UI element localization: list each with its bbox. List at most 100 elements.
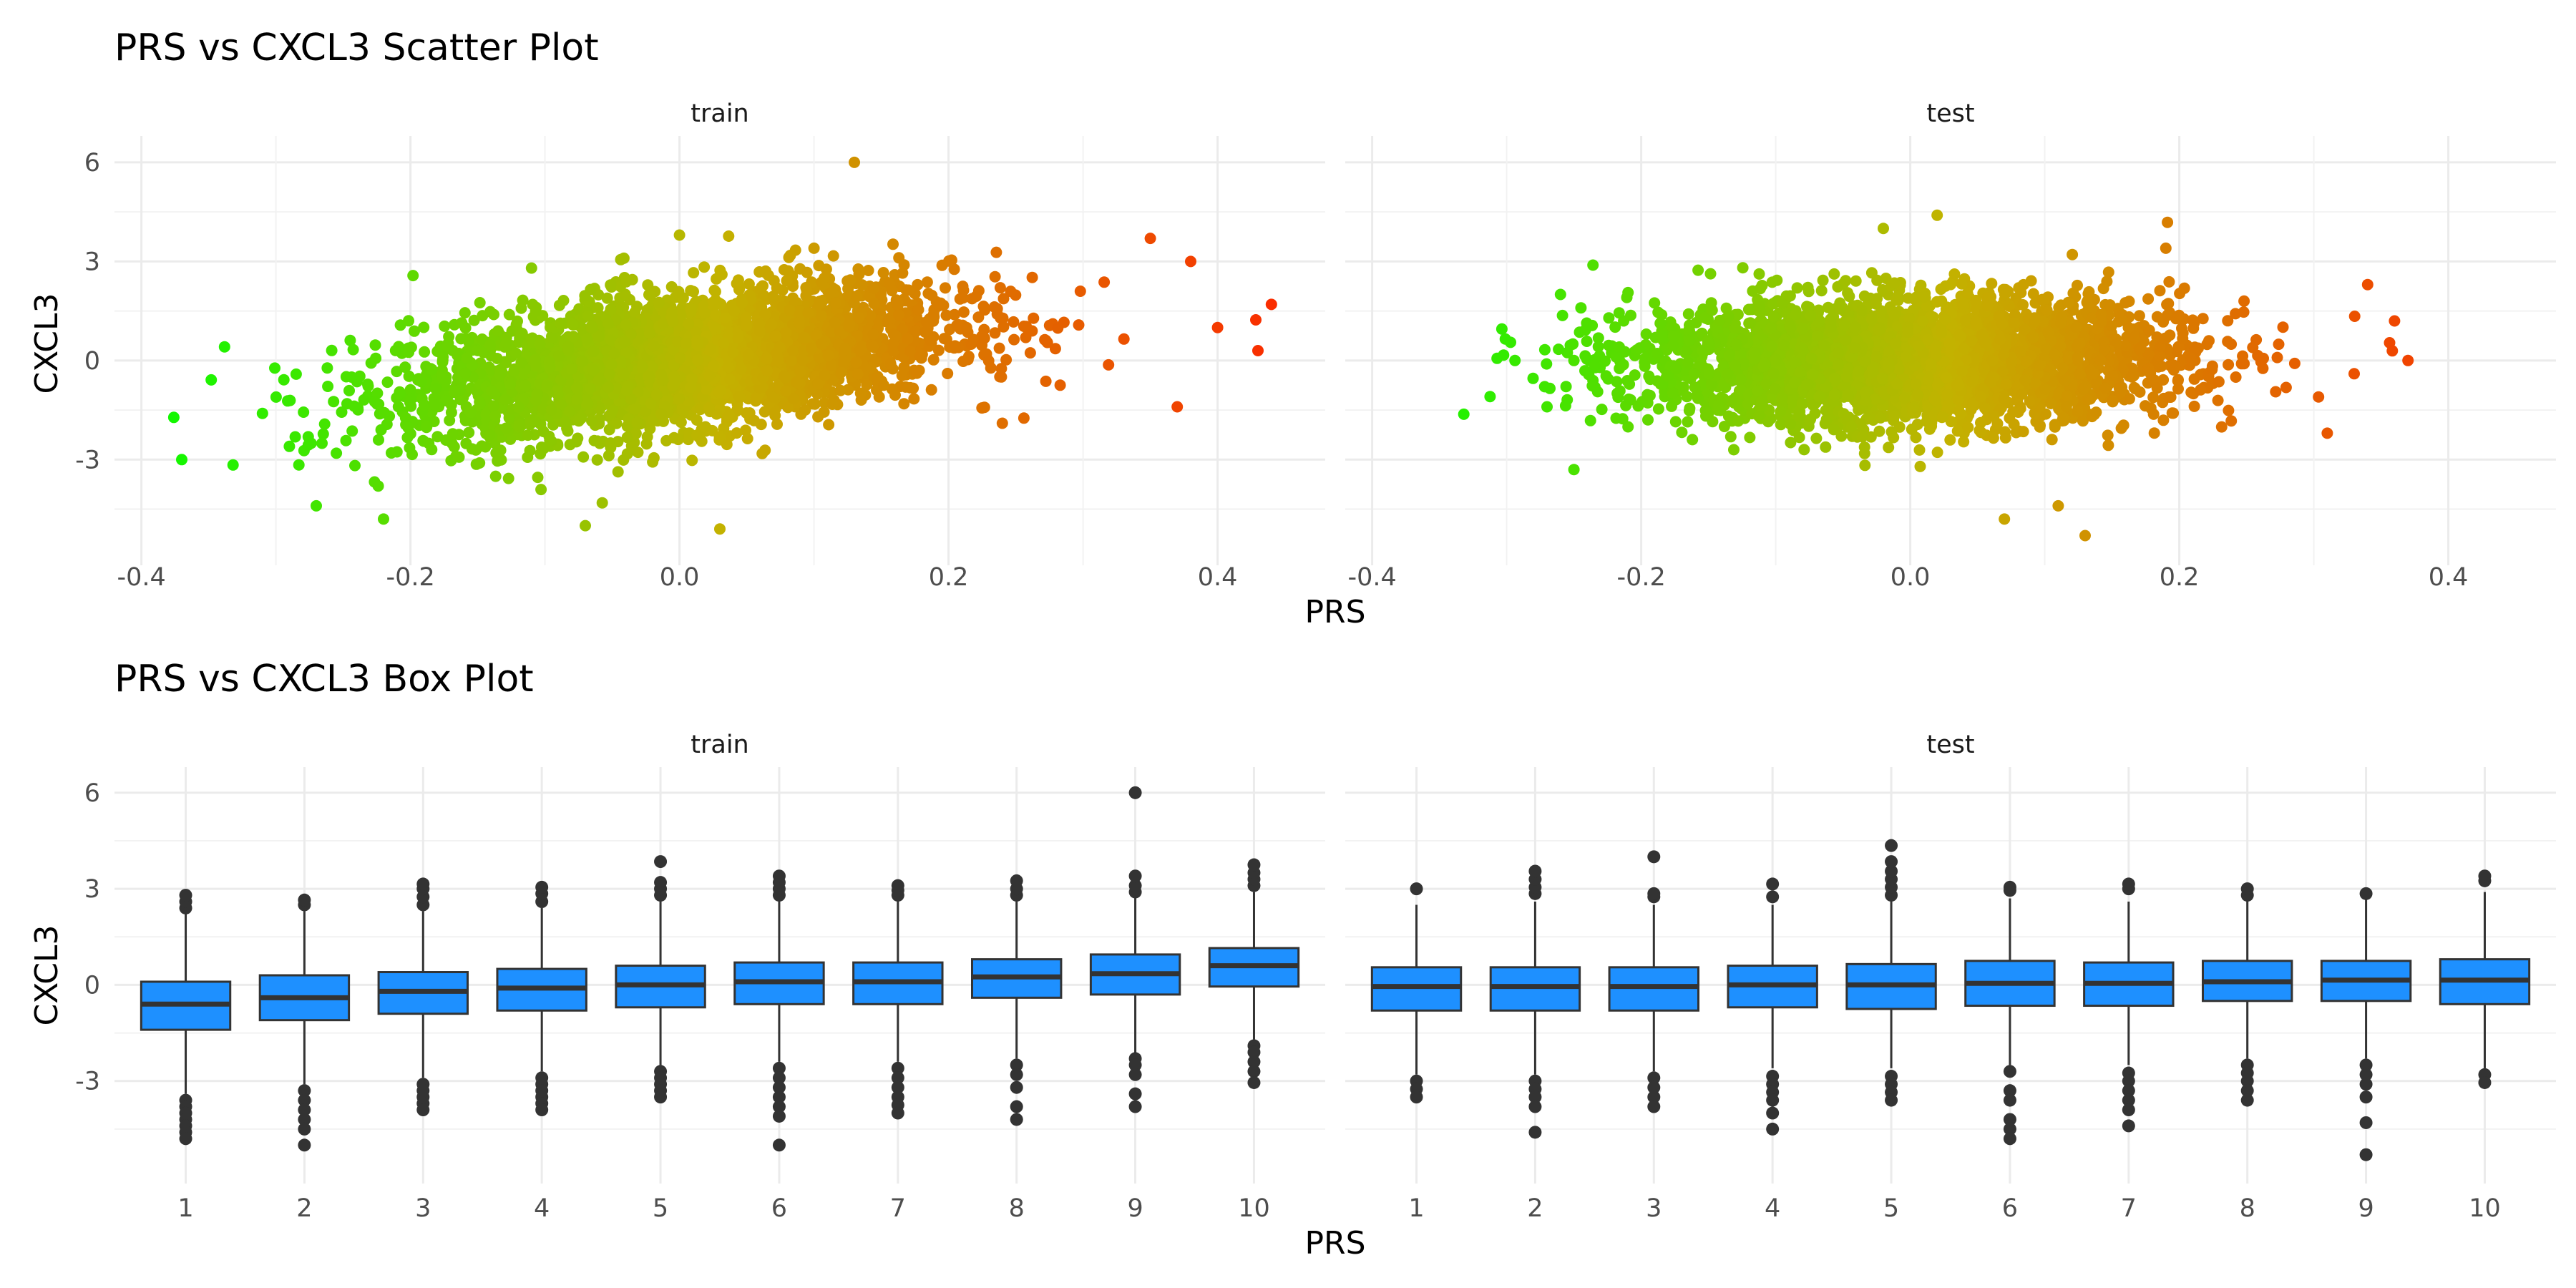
scatter-point [994,282,1006,294]
scatter-point [893,309,904,321]
scatter-point [470,444,482,456]
scatter-point [694,404,706,416]
scatter-point [957,292,969,304]
scatter-point [750,391,762,404]
scatter-point [541,380,553,392]
scatter-point [283,440,296,452]
scatter-point [582,398,594,410]
scatter-point [704,343,716,355]
scatter-point [336,406,348,418]
scatter-point [812,378,824,390]
scatter-point [853,311,864,323]
scatter-point [675,416,687,429]
scatter-point [940,309,952,321]
scatter-point [1613,307,1625,319]
scatter-point [1541,358,1553,370]
scatter-point [799,404,811,416]
scatter-point [989,327,1001,339]
scatter-point [407,270,419,282]
scatter-point [429,383,441,395]
scatter-point [603,424,615,436]
scatter-point [1040,334,1052,346]
scatter-point [620,384,633,396]
scatter-point [867,341,879,353]
scatter-point [824,288,836,300]
scatter-point [1652,403,1664,415]
scatter-point [544,434,556,447]
scatter-point [1118,333,1130,345]
scatter-point [668,431,680,444]
scatter-point [867,328,879,341]
scatter-point [525,262,537,274]
scatter-point [1859,459,1871,472]
scatter-point [1144,233,1156,245]
scatter-point [1074,286,1086,297]
scatter-point [369,339,381,351]
scatter-point [640,438,653,450]
scatter-point [566,363,577,375]
scatter-point [997,293,1010,305]
scatter-point [698,261,711,273]
scatter-point [724,374,736,385]
scatter-point [328,396,340,408]
scatter-point [784,250,796,261]
scatter-point [474,457,486,469]
scatter-point [585,320,597,332]
scatter-point [1798,444,1810,456]
scatter-point [822,349,834,361]
scatter-point [977,301,990,313]
scatter-point [572,382,584,394]
scatter-point [736,297,748,308]
scatter-point [580,519,591,532]
scatter-point [814,296,826,308]
scatter-point [868,298,880,310]
scatter-point [727,346,739,358]
scatter-point [754,325,766,337]
scatter-point [733,390,745,402]
scatter-point [1858,290,1870,302]
scatter-point [892,296,904,308]
scatter-point [392,401,404,413]
scatter-point [908,393,920,405]
scatter-point [608,347,620,359]
scatter-point [1252,345,1264,356]
scatter-point [403,370,415,382]
scatter-point [827,250,839,262]
scatter-point [618,336,630,348]
scatter-point [567,331,580,343]
scatter-point [522,429,534,441]
scatter-point [718,337,730,349]
scatter-point [402,421,414,434]
scatter-point [691,414,703,426]
scatter-point [714,264,726,276]
scatter-point [2188,400,2200,412]
scatter-point [409,325,420,337]
scatter-point [449,386,461,399]
scatter-point [484,429,496,441]
scatter-point [1642,414,1654,426]
scatter-point [426,364,438,376]
scatter-point [761,353,773,365]
scatter-point [494,364,506,376]
scatter-point [441,341,454,353]
scatter-point [460,437,472,449]
scatter-point [404,441,416,454]
scatter-point [766,318,778,331]
scatter-point [579,290,591,302]
scatter-point [685,381,697,394]
scatter-point [978,332,990,344]
scatter-point [877,379,889,391]
scatter-point [553,350,565,362]
scatter-point [902,333,914,345]
scatter-point [932,344,945,356]
scatter-point [771,282,783,294]
scatter-point [854,344,867,356]
scatter-point [839,343,852,355]
scatter-point [586,415,597,427]
scatter-point [399,361,411,374]
scatter-point [949,340,961,352]
scatter-point [854,387,867,399]
scatter-point [801,266,813,278]
scatter-point [431,431,444,443]
scatter-point [391,446,403,458]
